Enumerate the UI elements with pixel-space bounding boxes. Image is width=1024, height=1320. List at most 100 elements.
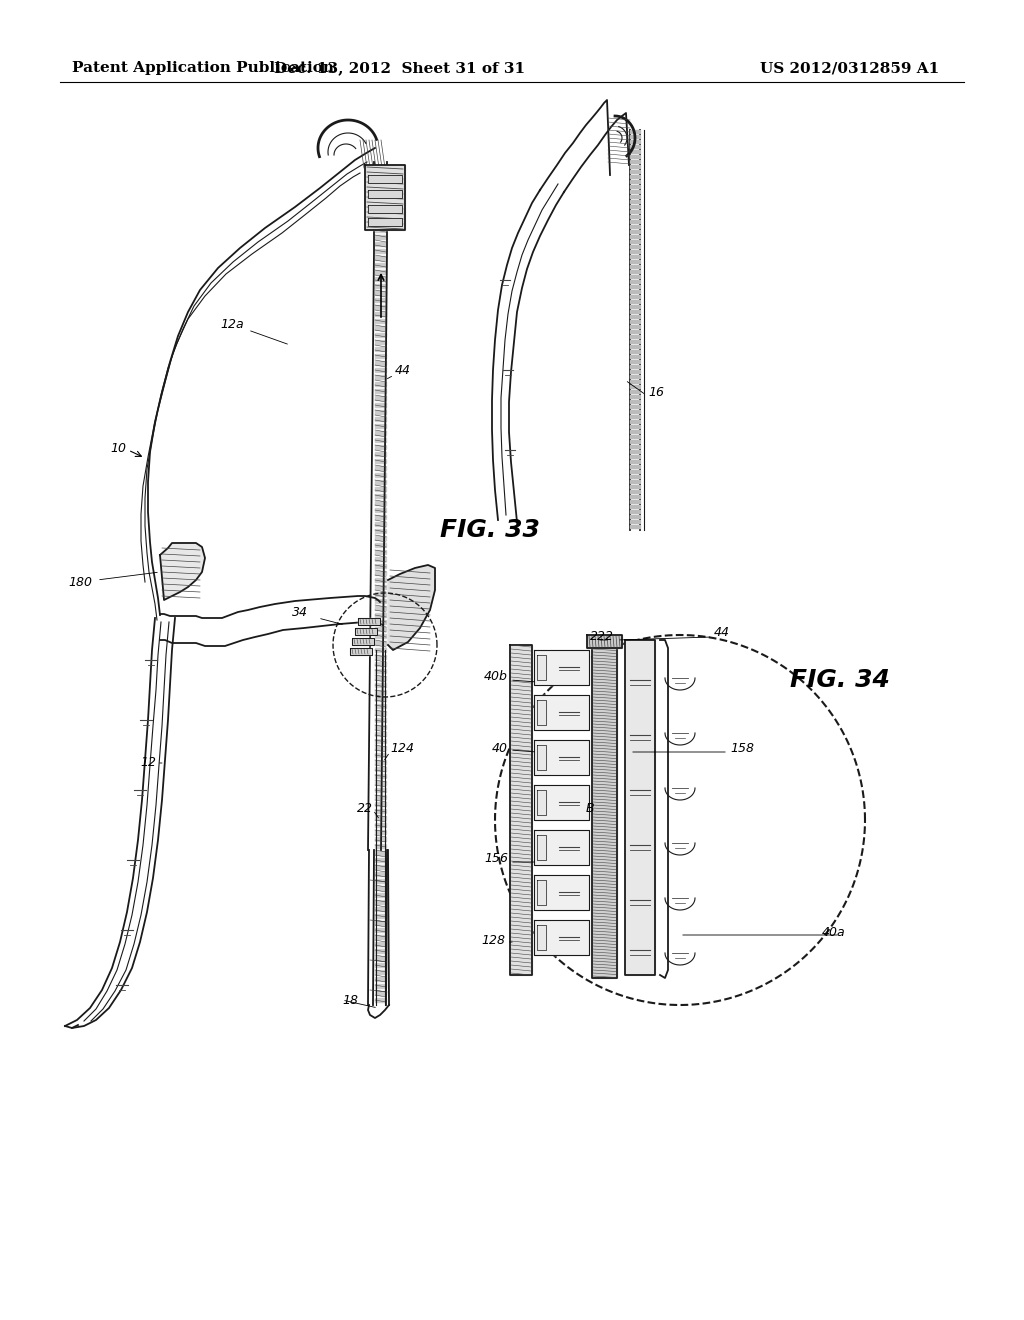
Polygon shape [375, 627, 386, 631]
Polygon shape [375, 494, 386, 498]
Polygon shape [375, 788, 386, 792]
Polygon shape [375, 843, 386, 847]
Polygon shape [630, 450, 640, 453]
Polygon shape [630, 290, 640, 293]
Polygon shape [630, 160, 640, 162]
Polygon shape [375, 445, 386, 449]
Polygon shape [375, 642, 386, 645]
Polygon shape [630, 195, 640, 198]
Polygon shape [537, 925, 546, 950]
Polygon shape [375, 913, 386, 917]
Polygon shape [630, 500, 640, 503]
Polygon shape [375, 360, 386, 366]
Polygon shape [630, 180, 640, 183]
Polygon shape [534, 875, 589, 909]
Polygon shape [630, 205, 640, 209]
Text: 34: 34 [292, 606, 308, 619]
Polygon shape [630, 341, 640, 343]
Polygon shape [630, 249, 640, 253]
Polygon shape [375, 767, 386, 771]
Polygon shape [375, 991, 386, 995]
Polygon shape [630, 210, 640, 213]
Polygon shape [630, 405, 640, 408]
Polygon shape [630, 515, 640, 517]
Polygon shape [630, 465, 640, 469]
Polygon shape [375, 375, 386, 379]
Polygon shape [375, 536, 386, 540]
Polygon shape [630, 170, 640, 173]
Polygon shape [375, 704, 386, 708]
Text: 124: 124 [390, 742, 414, 755]
Polygon shape [630, 366, 640, 368]
Polygon shape [630, 176, 640, 178]
Polygon shape [375, 634, 386, 638]
Polygon shape [375, 277, 386, 281]
Polygon shape [375, 550, 386, 554]
Polygon shape [534, 649, 589, 685]
Polygon shape [352, 638, 374, 645]
Polygon shape [630, 440, 640, 444]
Polygon shape [375, 354, 386, 358]
Polygon shape [375, 347, 386, 351]
Polygon shape [375, 572, 386, 576]
Polygon shape [375, 879, 386, 883]
Text: 180: 180 [68, 576, 92, 589]
Polygon shape [630, 335, 640, 338]
Polygon shape [630, 145, 640, 148]
Polygon shape [375, 949, 386, 953]
Polygon shape [630, 235, 640, 238]
Polygon shape [537, 880, 546, 906]
Polygon shape [537, 744, 546, 770]
Polygon shape [375, 942, 386, 946]
Polygon shape [375, 983, 386, 987]
Polygon shape [630, 294, 640, 298]
Polygon shape [375, 774, 386, 777]
Polygon shape [630, 380, 640, 383]
Polygon shape [388, 565, 435, 649]
Polygon shape [630, 436, 640, 438]
Polygon shape [375, 873, 386, 876]
Polygon shape [368, 176, 402, 183]
Text: 16: 16 [648, 385, 664, 399]
Polygon shape [630, 495, 640, 498]
Polygon shape [630, 319, 640, 323]
Polygon shape [375, 389, 386, 393]
Polygon shape [375, 201, 386, 205]
Polygon shape [630, 370, 640, 374]
Text: 40a: 40a [821, 925, 845, 939]
Polygon shape [375, 396, 386, 400]
Polygon shape [630, 395, 640, 399]
Polygon shape [630, 345, 640, 348]
Polygon shape [375, 326, 386, 330]
Polygon shape [375, 956, 386, 960]
Polygon shape [630, 246, 640, 248]
Polygon shape [375, 739, 386, 743]
Text: US 2012/0312859 A1: US 2012/0312859 A1 [760, 61, 939, 75]
Text: 18: 18 [342, 994, 358, 1006]
Polygon shape [375, 368, 386, 372]
Polygon shape [375, 235, 386, 239]
Polygon shape [630, 129, 640, 133]
Polygon shape [375, 381, 386, 385]
Polygon shape [375, 648, 386, 652]
Polygon shape [375, 921, 386, 925]
Polygon shape [375, 271, 386, 275]
Polygon shape [375, 508, 386, 512]
Polygon shape [534, 920, 589, 954]
Text: 10: 10 [110, 441, 126, 454]
Polygon shape [375, 585, 386, 589]
Polygon shape [534, 696, 589, 730]
Polygon shape [375, 411, 386, 414]
Polygon shape [630, 459, 640, 463]
Polygon shape [375, 424, 386, 428]
Polygon shape [534, 830, 589, 865]
Text: Patent Application Publication: Patent Application Publication [72, 61, 334, 75]
Text: 12: 12 [140, 756, 156, 770]
Polygon shape [375, 998, 386, 1002]
Polygon shape [375, 459, 386, 463]
Polygon shape [537, 700, 546, 725]
Polygon shape [355, 628, 377, 635]
Polygon shape [358, 618, 380, 624]
Polygon shape [630, 275, 640, 279]
Polygon shape [625, 640, 655, 975]
